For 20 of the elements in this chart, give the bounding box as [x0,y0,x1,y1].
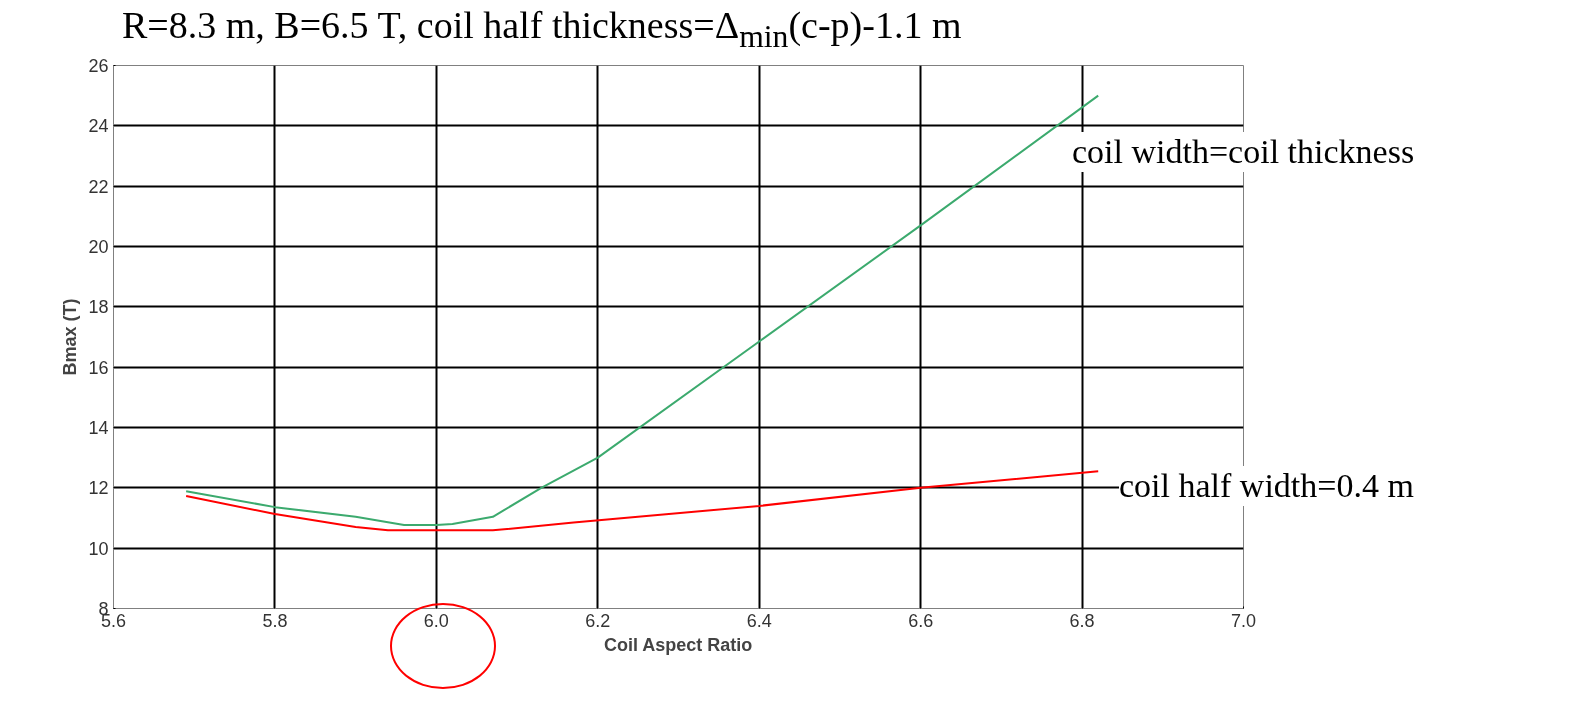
y-tick-label: 12 [88,478,109,499]
x-tick-label: 5.8 [262,610,288,631]
y-tick-label: 20 [88,237,109,257]
y-tick-label: 24 [88,116,109,137]
x-tick-label: 7.0 [1230,610,1257,631]
x-tick-label: 6.2 [585,610,611,631]
x-tick-label: 6.6 [908,610,934,631]
x-tick-label: 6.0 [423,610,449,631]
y-tick-label: 18 [88,297,109,318]
y-tick-label: 14 [88,418,109,438]
chart-title: R=8.3 m, B=6.5 T, coil half thickness=Δ$_{min}$(c-p)-1.1 m [122,3,962,56]
x-tick-label: 6.8 [1069,610,1095,631]
y-tick-label: 10 [88,538,109,559]
x-axis-title: Coil Aspect Ratio [603,634,753,655]
line-series [185,470,1100,532]
y-tick-label: 26 [88,56,109,76]
y-axis-title: Bmax (T) [60,298,81,376]
y-tick-label: 16 [88,357,109,378]
x-tick-label: 6.4 [746,610,772,631]
y-tick-label: 22 [88,176,109,197]
